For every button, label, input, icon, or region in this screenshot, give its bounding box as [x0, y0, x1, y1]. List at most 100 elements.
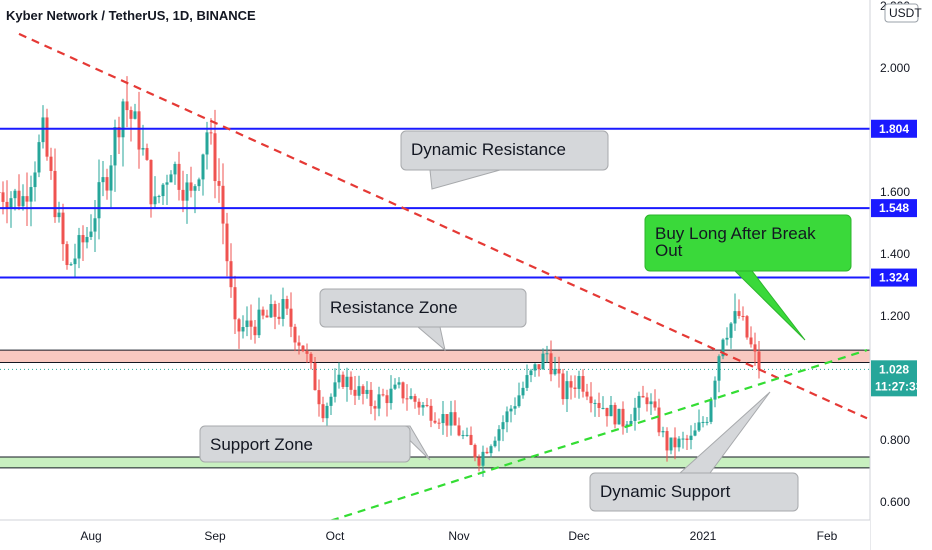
candle-body[interactable]	[145, 148, 149, 160]
callout-resistance-zone[interactable]: Resistance Zone	[319, 288, 527, 352]
candle-body[interactable]	[0, 192, 1, 193]
callout-box[interactable]	[644, 214, 852, 272]
candle-body[interactable]	[65, 244, 69, 266]
candle-body[interactable]	[413, 396, 417, 402]
candle-body[interactable]	[593, 402, 597, 404]
candle-body[interactable]	[457, 425, 461, 436]
candle-body[interactable]	[505, 411, 509, 423]
candle-body[interactable]	[557, 368, 561, 374]
candle-body[interactable]	[701, 421, 705, 423]
candle-body[interactable]	[645, 397, 649, 405]
candle-body[interactable]	[549, 353, 553, 375]
callout-box[interactable]	[589, 472, 799, 512]
candle-body[interactable]	[621, 408, 625, 427]
candle-body[interactable]	[209, 132, 213, 134]
candle-body[interactable]	[121, 101, 125, 138]
candle-body[interactable]	[177, 163, 181, 190]
candle-body[interactable]	[117, 127, 121, 138]
candle-body[interactable]	[705, 421, 709, 423]
candle-body[interactable]	[393, 384, 397, 389]
candle-body[interactable]	[377, 394, 381, 409]
level-tag[interactable]	[871, 119, 917, 138]
candle-body[interactable]	[461, 435, 465, 437]
candle-body[interactable]	[417, 401, 421, 408]
candle-body[interactable]	[285, 299, 289, 309]
candle-body[interactable]	[509, 408, 513, 412]
candle-body[interactable]	[105, 177, 109, 191]
candle-body[interactable]	[129, 110, 133, 119]
candle-body[interactable]	[157, 196, 161, 198]
candle-body[interactable]	[757, 351, 761, 370]
candle-body[interactable]	[489, 446, 493, 454]
candle-body[interactable]	[381, 394, 385, 396]
candle-body[interactable]	[77, 235, 81, 259]
candle-body[interactable]	[141, 148, 145, 150]
candle-body[interactable]	[597, 402, 601, 408]
price-axis[interactable]: 0.6000.8001.0001.2001.4001.6002.0002.200…	[869, 0, 932, 550]
time-axis[interactable]: Aug Sep Oct Nov Dec 2021 Feb	[0, 519, 870, 550]
candle-body[interactable]	[601, 407, 605, 409]
candle-body[interactable]	[69, 264, 73, 266]
candle-body[interactable]	[473, 444, 477, 458]
candle-body[interactable]	[537, 364, 541, 370]
candle-body[interactable]	[201, 154, 205, 180]
candle-body[interactable]	[429, 405, 433, 421]
candle-body[interactable]	[573, 387, 577, 389]
candle-body[interactable]	[737, 311, 741, 316]
candle-body[interactable]	[109, 165, 113, 191]
candle-body[interactable]	[753, 344, 757, 352]
candle-body[interactable]	[333, 382, 337, 397]
candle-body[interactable]	[125, 101, 129, 111]
candle-body[interactable]	[709, 399, 713, 422]
candle-body[interactable]	[45, 117, 49, 157]
candle-body[interactable]	[649, 401, 653, 405]
candle-body[interactable]	[477, 457, 481, 466]
candle-body[interactable]	[585, 391, 589, 397]
candle-body[interactable]	[445, 414, 449, 426]
candle-body[interactable]	[501, 422, 505, 430]
candle-body[interactable]	[101, 177, 105, 183]
candle-body[interactable]	[313, 362, 317, 391]
candle-body[interactable]	[213, 133, 217, 182]
candle-body[interactable]	[517, 395, 521, 407]
candle-body[interactable]	[485, 451, 489, 454]
candle-body[interactable]	[397, 382, 401, 385]
candle-body[interactable]	[181, 189, 185, 201]
candle-body[interactable]	[561, 373, 565, 400]
candle-body[interactable]	[729, 323, 733, 338]
candle-body[interactable]	[689, 435, 693, 440]
candle-body[interactable]	[481, 451, 485, 466]
candle-body[interactable]	[49, 156, 53, 171]
callout-dynamic-resistance[interactable]: Dynamic Resistance	[400, 130, 609, 190]
candle-body[interactable]	[697, 422, 701, 431]
candle-body[interactable]	[433, 420, 437, 423]
candle-body[interactable]	[369, 389, 373, 407]
trendline[interactable]	[330, 349, 868, 522]
candle-body[interactable]	[97, 182, 101, 219]
candle-body[interactable]	[673, 437, 677, 448]
candle-body[interactable]	[253, 326, 257, 336]
candle-body[interactable]	[229, 261, 233, 288]
level-tag[interactable]	[871, 268, 917, 287]
candle-body[interactable]	[73, 258, 77, 265]
candle-body[interactable]	[665, 431, 669, 451]
candle-body[interactable]	[713, 380, 717, 400]
candle-body[interactable]	[337, 374, 341, 383]
candle-body[interactable]	[205, 132, 209, 155]
candle-body[interactable]	[37, 142, 41, 173]
candle-body[interactable]	[277, 316, 281, 319]
candle-body[interactable]	[497, 429, 501, 441]
candle-body[interactable]	[325, 405, 329, 419]
candle-body[interactable]	[137, 111, 141, 150]
candle-body[interactable]	[441, 414, 445, 424]
candle-body[interactable]	[521, 387, 525, 396]
last-price-tag[interactable]	[871, 360, 917, 397]
candle-body[interactable]	[437, 422, 441, 424]
candle-body[interactable]	[533, 364, 537, 371]
candle-body[interactable]	[293, 326, 297, 343]
candle-body[interactable]	[421, 404, 425, 408]
callout-box[interactable]	[319, 288, 527, 328]
candle-body[interactable]	[605, 407, 609, 417]
trendlines[interactable]	[18, 32, 868, 522]
